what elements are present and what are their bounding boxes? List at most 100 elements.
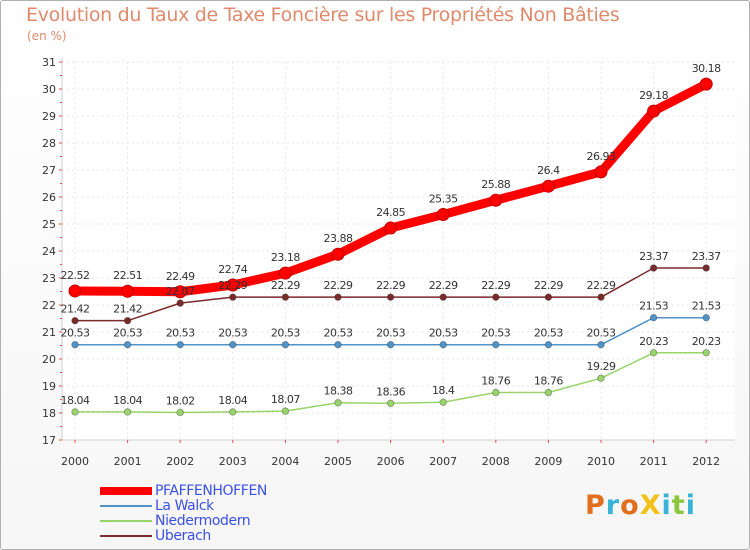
point-niedermodern xyxy=(702,349,710,357)
data-label-la-walck: 20.53 xyxy=(429,327,458,340)
data-label-uberach: 22.29 xyxy=(429,279,458,292)
y-tick-label: 21 xyxy=(42,326,56,339)
data-label-uberach: 22.29 xyxy=(271,279,300,292)
data-label-pfaffenhoffen: 22.51 xyxy=(113,269,142,282)
data-label-niedermodern: 18.4 xyxy=(432,384,455,397)
y-tick-label: 17 xyxy=(42,434,56,447)
legend-label-uberach: Uberach xyxy=(155,528,211,544)
point-pfaffenhoffen xyxy=(647,104,661,118)
y-tick-label: 19 xyxy=(42,380,56,393)
point-uberach xyxy=(123,316,132,325)
data-label-la-walck: 20.53 xyxy=(324,327,353,340)
data-label-niedermodern: 18.38 xyxy=(324,385,353,398)
legend-swatch-niedermodern xyxy=(100,520,152,522)
data-label-la-walck: 21.53 xyxy=(692,300,721,313)
data-label-la-walck: 20.53 xyxy=(587,327,616,340)
logo-letter: X xyxy=(639,490,662,521)
data-label-niedermodern: 18.76 xyxy=(534,374,563,387)
logo-letter: o xyxy=(620,490,640,521)
y-tick-label: 30 xyxy=(42,83,56,96)
point-uberach xyxy=(597,293,605,301)
data-label-uberach: 21.42 xyxy=(113,303,142,316)
point-uberach xyxy=(71,316,79,325)
data-label-pfaffenhoffen: 22.52 xyxy=(61,269,90,282)
point-niedermodern xyxy=(492,388,500,397)
legend-label-la-walck: La Walck xyxy=(155,498,214,514)
legend-label-niedermodern: Niedermodern xyxy=(155,513,251,529)
x-tick-label: 2000 xyxy=(61,455,89,468)
logo-letter: t xyxy=(671,490,686,521)
data-label-la-walck: 21.53 xyxy=(639,300,668,313)
x-tick-label: 2008 xyxy=(482,455,510,468)
point-uberach xyxy=(544,293,553,301)
point-uberach xyxy=(649,264,658,272)
x-tick-label: 2006 xyxy=(377,455,405,468)
data-label-la-walck: 20.53 xyxy=(61,327,90,340)
data-label-niedermodern: 18.04 xyxy=(61,394,90,407)
point-niedermodern xyxy=(176,408,184,417)
data-label-niedermodern: 18.04 xyxy=(113,394,142,407)
data-label-pfaffenhoffen: 23.18 xyxy=(271,251,300,264)
y-tick-label: 24 xyxy=(42,245,56,258)
y-tick-label: 25 xyxy=(42,218,56,231)
data-label-pfaffenhoffen: 22.74 xyxy=(218,263,247,276)
data-label-niedermodern: 18.02 xyxy=(166,394,195,407)
point-la-walck xyxy=(702,313,710,322)
point-la-walck xyxy=(176,340,184,349)
legend-swatch-la-walck xyxy=(100,505,152,507)
point-niedermodern xyxy=(281,407,290,415)
data-label-niedermodern: 18.76 xyxy=(481,374,510,387)
point-pfaffenhoffen xyxy=(541,179,555,193)
y-tick-label: 28 xyxy=(42,137,56,150)
proxiti-logo: ProXiti xyxy=(585,490,696,521)
point-uberach xyxy=(492,293,500,301)
data-label-uberach: 23.37 xyxy=(692,250,721,263)
data-label-pfaffenhoffen: 24.85 xyxy=(376,206,405,219)
data-label-niedermodern: 20.23 xyxy=(692,335,721,348)
point-la-walck xyxy=(597,340,605,349)
chart-subtitle: (en %) xyxy=(27,29,67,43)
y-tick-label: 31 xyxy=(42,56,56,69)
point-niedermodern xyxy=(123,408,132,416)
logo-letter: i xyxy=(685,490,696,521)
data-label-la-walck: 20.53 xyxy=(534,327,563,340)
axes: 17 18 19 20 21 22 23 24 25 26 27 28 29 30 31 2000 2001 20… xyxy=(42,56,735,468)
point-pfaffenhoffen xyxy=(331,247,345,261)
data-label-uberach: 22.29 xyxy=(534,279,563,292)
x-tick-label: 2004 xyxy=(271,455,299,468)
data-label-pfaffenhoffen: 29.18 xyxy=(639,89,668,102)
point-niedermodern xyxy=(386,399,395,407)
data-label-pfaffenhoffen: 23.88 xyxy=(324,232,353,245)
point-la-walck xyxy=(544,340,553,349)
point-pfaffenhoffen xyxy=(173,285,187,299)
point-uberach xyxy=(176,299,184,307)
legend-label-pfaffenhoffen: PFAFFENHOFFEN xyxy=(155,483,267,499)
legend-swatch-pfaffenhoffen xyxy=(100,487,152,495)
point-pfaffenhoffen xyxy=(436,208,450,222)
data-label-uberach: 23.37 xyxy=(639,250,668,263)
x-tick-label: 2010 xyxy=(587,455,615,468)
data-label-niedermodern: 18.36 xyxy=(376,385,405,398)
data-label-la-walck: 20.53 xyxy=(481,327,510,340)
x-tick-label: 2005 xyxy=(324,455,352,468)
y-tick-label: 23 xyxy=(42,272,56,285)
point-la-walck xyxy=(386,340,395,349)
chart-title: Evolution du Taux de Taxe Foncière sur l… xyxy=(26,4,620,26)
point-uberach xyxy=(702,264,710,272)
y-tick-label: 20 xyxy=(42,353,56,366)
y-tick-label: 27 xyxy=(42,164,56,177)
point-pfaffenhoffen xyxy=(68,284,82,298)
data-label-uberach: 22.29 xyxy=(481,279,510,292)
data-labels: 20.53 20.53 20.53 20.53 20.53 20.53 20.53 20.53… xyxy=(61,62,722,407)
x-tick-label: 2003 xyxy=(219,455,247,468)
data-label-pfaffenhoffen: 25.35 xyxy=(429,193,458,206)
data-label-uberach: 22.29 xyxy=(376,279,405,292)
point-pfaffenhoffen xyxy=(121,284,135,298)
data-label-pfaffenhoffen: 26.4 xyxy=(537,164,560,177)
data-label-la-walck: 20.53 xyxy=(376,327,405,340)
point-niedermodern xyxy=(439,398,447,406)
data-label-uberach: 21.42 xyxy=(61,303,90,316)
data-label-uberach: 22.29 xyxy=(218,279,247,292)
data-label-pfaffenhoffen: 22.49 xyxy=(166,270,195,283)
